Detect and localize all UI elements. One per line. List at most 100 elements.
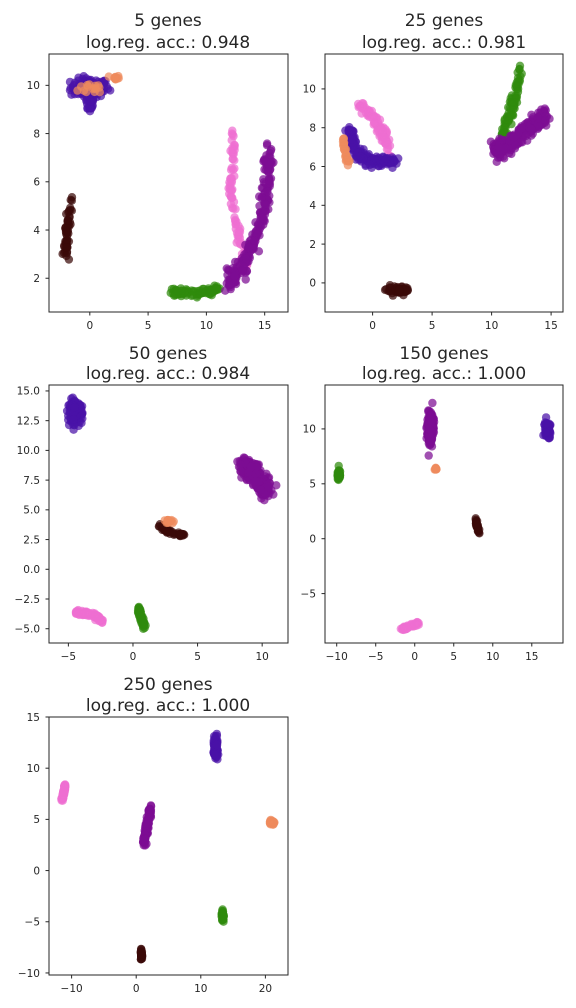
scatter-point <box>505 111 515 120</box>
cluster-green <box>133 602 150 633</box>
y-tick-label: 10 <box>303 84 316 96</box>
scatter-point <box>265 191 274 200</box>
x-tick-label: −5 <box>61 651 76 663</box>
scatter-point <box>171 291 180 300</box>
panel-subtitle: log.reg. acc.: 0.984 <box>86 364 250 384</box>
cluster-pink <box>354 99 395 161</box>
y-tick-label: 10 <box>303 424 316 436</box>
scatter-point <box>527 124 536 134</box>
scatter-point <box>381 134 391 144</box>
scatter-point <box>80 609 89 618</box>
cluster-indigo <box>341 123 403 172</box>
scatter-point <box>229 197 239 207</box>
scatter-point <box>70 403 79 412</box>
scatter-point <box>343 161 353 170</box>
cluster-indigo <box>79 90 98 116</box>
scatter-point <box>77 82 86 91</box>
scatter-point <box>242 254 251 264</box>
x-tick-label: 10 <box>255 651 268 663</box>
scatter-point <box>508 100 517 109</box>
scatter-points <box>333 398 555 635</box>
scatter-point <box>254 227 263 236</box>
scatter-point <box>365 160 374 170</box>
scatter-point <box>230 213 239 222</box>
scatter-point <box>174 530 184 539</box>
x-tick-label: 5 <box>194 651 201 663</box>
scatter-point <box>226 179 235 189</box>
scatter-point <box>513 87 523 97</box>
scatter-point <box>507 149 516 159</box>
scatter-point <box>356 152 365 161</box>
scatter-point <box>428 398 437 408</box>
cluster-orange <box>73 80 105 97</box>
scatter-point <box>62 243 71 252</box>
scatter-point <box>144 816 153 825</box>
scatter-point <box>521 131 530 141</box>
y-tick-label: 15.0 <box>17 386 40 398</box>
y-tick-label: 6 <box>33 177 40 189</box>
cluster-green <box>217 905 228 926</box>
x-tick-label: 5 <box>145 320 152 332</box>
scatter-point <box>369 120 378 129</box>
scatter-point <box>540 104 549 113</box>
scatter-point <box>264 482 273 492</box>
x-tick-label: −10 <box>61 983 83 995</box>
cluster-dark <box>380 281 412 300</box>
x-tick-label: −5 <box>368 651 383 663</box>
scatter-point <box>227 163 236 173</box>
panel-title: 150 genes <box>399 344 488 364</box>
scatter-point <box>83 104 92 113</box>
scatter-point <box>256 485 265 495</box>
scatter-point <box>541 115 550 125</box>
scatter-point <box>338 135 348 144</box>
scatter-point <box>395 285 404 295</box>
x-tick-label: 5 <box>450 651 457 663</box>
cluster-indigo <box>62 393 87 434</box>
scatter-point <box>92 612 101 621</box>
x-tick-label: 10 <box>194 983 207 995</box>
panel-subtitle: log.reg. acc.: 1.000 <box>362 364 526 384</box>
panel-title: 50 genes <box>129 344 208 364</box>
x-tick-label: 5 <box>429 320 436 332</box>
cluster-purple <box>138 801 156 850</box>
x-tick-label: 10 <box>486 651 499 663</box>
scatter-point <box>407 621 416 630</box>
scatter-point <box>257 192 267 201</box>
scatter-point <box>518 138 527 147</box>
scatter-point <box>345 123 354 132</box>
scatter-point <box>62 235 72 245</box>
y-tick-label: 8 <box>309 123 316 135</box>
scatter-point <box>60 783 70 792</box>
scatter-point <box>212 740 222 750</box>
panel-title: 25 genes <box>405 11 484 31</box>
scatter-point <box>515 65 524 74</box>
scatter-point <box>211 732 220 741</box>
scatter-point <box>139 835 148 845</box>
scatter-point <box>473 524 483 534</box>
scatter-point <box>136 946 146 955</box>
y-tick-label: 12.5 <box>17 415 40 427</box>
scatter-point <box>209 750 219 759</box>
panel-250-genes: 250 genes log.reg. acc.: 1.000 −10 0 10 20−… <box>18 675 289 995</box>
cluster-purple <box>221 139 278 295</box>
y-tick-label: 5.0 <box>23 505 40 517</box>
scatter-point <box>103 84 113 94</box>
cluster-orange <box>104 71 123 84</box>
scatter-point <box>425 437 434 446</box>
scatter-point <box>264 167 273 176</box>
scatter-point <box>62 251 71 261</box>
scatter-point <box>511 141 520 150</box>
plot-area: 0 5 10 15 2 4 6 8 10 <box>27 53 289 332</box>
panel-subtitle: log.reg. acc.: 0.948 <box>86 33 250 53</box>
x-tick-label: 0 <box>133 983 140 995</box>
axes-frame <box>324 53 564 313</box>
panel-150-genes: 150 genes log.reg. acc.: 1.000 −10 −5 0 5 10… <box>301 344 564 663</box>
scatter-point <box>427 418 436 427</box>
cluster-orange <box>338 134 354 170</box>
axes-frame <box>48 716 289 976</box>
cluster-purple <box>422 398 439 460</box>
scatter-point <box>82 87 91 97</box>
cluster-dark <box>154 520 189 541</box>
y-tick-label: 8 <box>33 128 40 140</box>
scatter-point <box>244 243 253 252</box>
